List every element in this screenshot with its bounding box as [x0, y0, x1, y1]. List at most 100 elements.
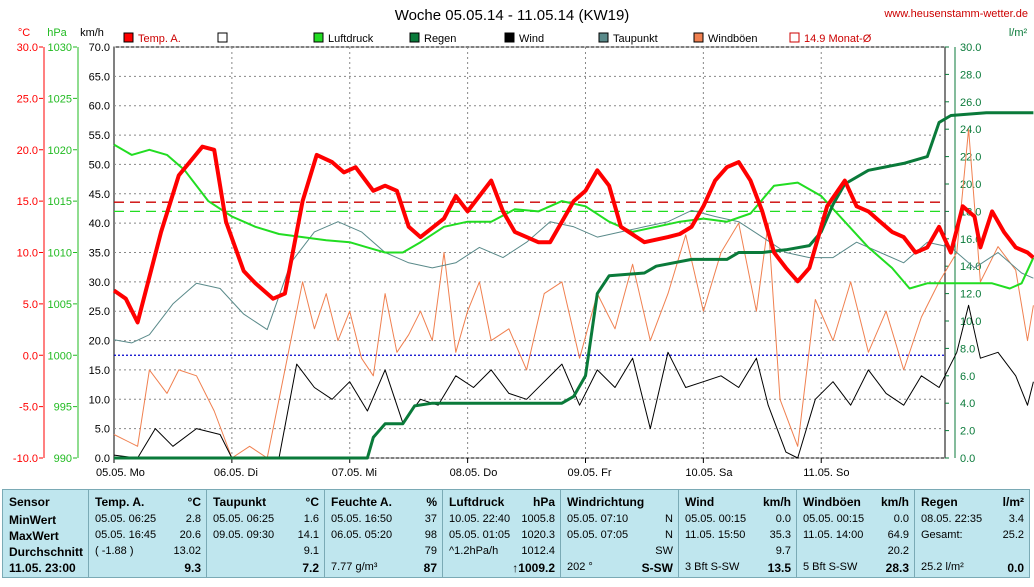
stats-date: 05.05. 06:25	[95, 513, 157, 525]
stats-date: 10.05. 22:40	[449, 513, 511, 525]
rain-tick: 6.0	[960, 371, 975, 383]
stats-column-dir: Windrichtung 05.05. 07:10 N 05.05. 07:05 N SW…	[560, 490, 679, 577]
rain-tick: 24.0	[960, 124, 981, 136]
legend-label: Taupunkt	[613, 33, 658, 45]
stats-value: 9.7	[775, 545, 791, 557]
press-axis-unit: hPa	[47, 27, 67, 39]
rain-tick: 8.0	[960, 343, 975, 355]
stats-value: 87	[423, 561, 437, 575]
wind-tick: 0.0	[95, 453, 110, 465]
stats-date: 11.05. 15:50	[685, 529, 746, 541]
wind-tick: 25.0	[89, 306, 110, 318]
press-tick: 1000	[48, 350, 72, 362]
stats-row-label: MinWert	[9, 513, 57, 527]
temp-axis-unit: °C	[18, 27, 30, 39]
legend-label: Wind	[519, 33, 544, 45]
stats-unit: km/h	[880, 495, 909, 509]
stats-date: 05.05. 16:50	[331, 513, 393, 525]
statistics-table: Sensor MinWert MaxWert Durchschnitt 11.05. 2…	[2, 489, 1030, 578]
wind-tick: 65.0	[89, 71, 110, 83]
temp-tick: 10.0	[17, 248, 38, 260]
stats-value: 35.3	[769, 529, 791, 541]
day-label: 05.05. Mo	[96, 467, 145, 479]
stats-column-dew: Taupunkt °C 05.05. 06:25 1.6 09.05. 09:30 14.…	[206, 490, 325, 577]
temp-tick: -10.0	[13, 453, 38, 465]
legend-label: Temp. A.	[138, 33, 181, 45]
stats-column-rain: Regen l/m² 08.05. 22:35 3.4 Gesamt: 25.2 25.2 …	[914, 490, 1030, 577]
stats-value: 9.1	[303, 545, 319, 557]
press-tick: 1005	[48, 299, 72, 311]
series-temp-a-	[112, 144, 1034, 325]
wind-tick: 20.0	[89, 336, 110, 348]
press-tick: 995	[54, 402, 72, 414]
stats-value: 0.0	[1007, 561, 1024, 575]
stats-date: 25.2 l/m²	[921, 561, 964, 573]
stats-header: Taupunkt	[213, 495, 267, 509]
stats-value: 1012.4	[521, 545, 555, 557]
stats-value: 1020.3	[521, 529, 555, 541]
stats-header: Feuchte A.	[331, 495, 392, 509]
stats-date: 05.05. 01:05	[449, 529, 511, 541]
legend-swatch	[409, 32, 420, 43]
stats-value: 25.2	[1002, 529, 1024, 541]
stats-date: Gesamt:	[921, 529, 963, 541]
stats-column-press: Luftdruck hPa 10.05. 22:40 1005.8 05.05. 01:…	[442, 490, 561, 577]
stats-header: Regen	[921, 495, 958, 509]
wind-tick: 40.0	[89, 218, 110, 230]
rain-tick: 30.0	[960, 42, 981, 54]
wind-tick: 70.0	[89, 42, 110, 54]
stats-value: 3.4	[1008, 513, 1024, 525]
rain-tick: 26.0	[960, 97, 981, 109]
website-link[interactable]: www.heusenstamm-wetter.de	[883, 8, 1028, 20]
stats-value: 14.1	[297, 529, 319, 541]
stats-value: 1005.8	[521, 513, 555, 525]
stats-column-sensor: Sensor MinWert MaxWert Durchschnitt 11.05. 2…	[3, 490, 88, 577]
rain-tick: 2.0	[960, 426, 975, 438]
stats-value: N	[665, 529, 673, 541]
temp-tick: 30.0	[17, 42, 38, 54]
stats-value: SW	[655, 545, 673, 557]
press-tick: 1010	[48, 248, 72, 260]
legend-swatch	[504, 32, 515, 43]
stats-row-label: 11.05. 23:00	[9, 561, 76, 575]
stats-value: 28.3	[885, 561, 909, 575]
stats-value: 37	[424, 513, 437, 525]
legend-label: 14.9 Monat-Ø	[804, 33, 872, 45]
day-label: 06.05. Di	[214, 467, 258, 479]
stats-date: 202 °	[567, 561, 593, 573]
stats-row-label: MaxWert	[9, 529, 59, 543]
stats-date: ^1.2hPa/h	[449, 545, 499, 557]
wind-tick: 35.0	[89, 248, 110, 260]
legend-swatch	[123, 32, 134, 43]
legend-label: Regen	[424, 33, 456, 45]
stats-value: 98	[424, 529, 437, 541]
stats-value: 13.5	[767, 561, 791, 575]
day-label: 09.05. Fr	[567, 467, 611, 479]
stats-column-gust: Windböen km/h 05.05. 00:15 0.0 11.05. 14:00 6…	[796, 490, 915, 577]
wind-tick: 30.0	[89, 277, 110, 289]
legend-swatch	[313, 32, 324, 43]
stats-value: 79	[424, 545, 437, 557]
stats-value: 7.2	[302, 561, 319, 575]
stats-value: 0.0	[893, 513, 909, 525]
stats-value: N	[665, 513, 673, 525]
stats-date: 05.05. 00:15	[685, 513, 747, 525]
temp-tick: 5.0	[23, 299, 38, 311]
temp-tick: -5.0	[19, 402, 38, 414]
stats-header: Windböen	[803, 495, 861, 509]
rain-tick: 4.0	[960, 398, 975, 410]
wind-tick: 60.0	[89, 101, 110, 113]
stats-column-wind: Wind km/h 05.05. 00:15 0.0 11.05. 15:50 35.3 9…	[678, 490, 797, 577]
rain-tick: 14.0	[960, 261, 981, 273]
stats-column-temp: Temp. A. °C 05.05. 06:25 2.8 05.05. 16:45 20.…	[88, 490, 207, 577]
wind-tick: 45.0	[89, 189, 110, 201]
series-regen	[114, 111, 1034, 460]
stats-date: 06.05. 05:20	[331, 529, 393, 541]
stats-value: 9.3	[184, 561, 201, 575]
legend-label: Luftdruck	[328, 33, 374, 45]
stats-value: 20.2	[887, 545, 909, 557]
stats-column-hum: Feuchte A.% 05.05. 16:50 37 06.05. 05:20 98 7…	[324, 490, 443, 577]
stats-unit: %	[426, 495, 437, 509]
stats-date: 05.05. 07:05	[567, 529, 629, 541]
stats-unit: °C	[187, 495, 201, 509]
